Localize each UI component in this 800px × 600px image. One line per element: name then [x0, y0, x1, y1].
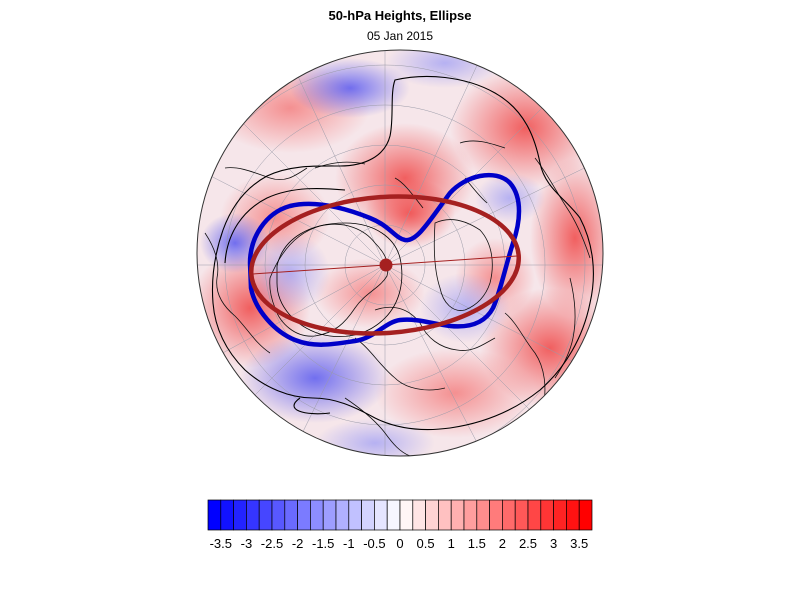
colorbar-box	[258, 499, 273, 531]
colorbar-box	[450, 499, 465, 531]
colorbar-box	[220, 499, 234, 531]
colorbar-box	[246, 499, 260, 531]
anomaly-shading	[197, 50, 603, 456]
colorbar-box	[578, 499, 593, 531]
colorbar-box	[425, 499, 439, 531]
fitted-ellipse	[248, 194, 522, 336]
colorbar-box	[399, 499, 414, 531]
ellipse-center-marker	[379, 258, 393, 272]
colorbar-box	[322, 499, 337, 531]
colorbar-tick-label: 1.5	[468, 536, 486, 551]
colorbar-box	[463, 499, 478, 531]
colorbar-box	[361, 499, 375, 531]
colorbar-box	[540, 499, 554, 531]
colorbar-tick-labels: -3.5 -3 -2.5 -2 -1.5 -1 -0.5 0 0.5 1 1.5 2 2.5 3 3.5	[210, 536, 589, 551]
colorbar-tick-label: -2	[292, 536, 304, 551]
colorbar-box	[489, 499, 503, 531]
colorbar-box	[476, 499, 490, 531]
colorbar-box	[566, 499, 580, 531]
colorbar-tick-label: 2	[499, 536, 506, 551]
colorbar-box	[514, 499, 529, 531]
colorbar-tick-label: -1.5	[312, 536, 334, 551]
colorbar-tick-label: -3.5	[210, 536, 232, 551]
chart-subtitle: 05 Jan 2015	[366, 29, 434, 43]
chart-title: 50-hPa Heights, Ellipse	[328, 8, 472, 23]
colorbar-tick-label: 3	[550, 536, 557, 551]
colorbar-tick-label: 1	[448, 536, 455, 551]
colorbar-box	[233, 499, 247, 531]
colorbar-tick-label: 2.5	[519, 536, 537, 551]
colorbar-box	[527, 499, 542, 531]
colorbar-box	[335, 499, 350, 531]
colorbar-box	[310, 499, 324, 531]
colorbar-tick-label: 0.5	[417, 536, 435, 551]
colorbar-box	[284, 499, 298, 531]
colorbar-box	[207, 499, 222, 531]
colorbar-boxes	[207, 499, 593, 531]
polar-map	[196, 49, 604, 457]
colorbar: -3.5 -3 -2.5 -2 -1.5 -1 -0.5 0 0.5 1 1.5 2 2.5 3 3.5	[207, 499, 593, 551]
colorbar-box	[271, 499, 286, 531]
colorbar-box	[386, 499, 401, 531]
colorbar-box	[502, 499, 516, 531]
colorbar-tick-label: -1	[343, 536, 355, 551]
map-boundary	[196, 49, 604, 457]
colorbar-tick-label: 3.5	[570, 536, 588, 551]
colorbar-tick-label: -3	[241, 536, 253, 551]
colorbar-box	[438, 499, 452, 531]
colorbar-tick-label: -2.5	[261, 536, 283, 551]
height-contours	[211, 75, 594, 431]
colorbar-box	[348, 499, 362, 531]
colorbar-tick-label: 0	[396, 536, 403, 551]
colorbar-box	[297, 499, 311, 531]
colorbar-box	[553, 499, 567, 531]
colorbar-tick-label: -0.5	[363, 536, 385, 551]
colorbar-box	[412, 499, 426, 531]
colorbar-box	[374, 499, 388, 531]
